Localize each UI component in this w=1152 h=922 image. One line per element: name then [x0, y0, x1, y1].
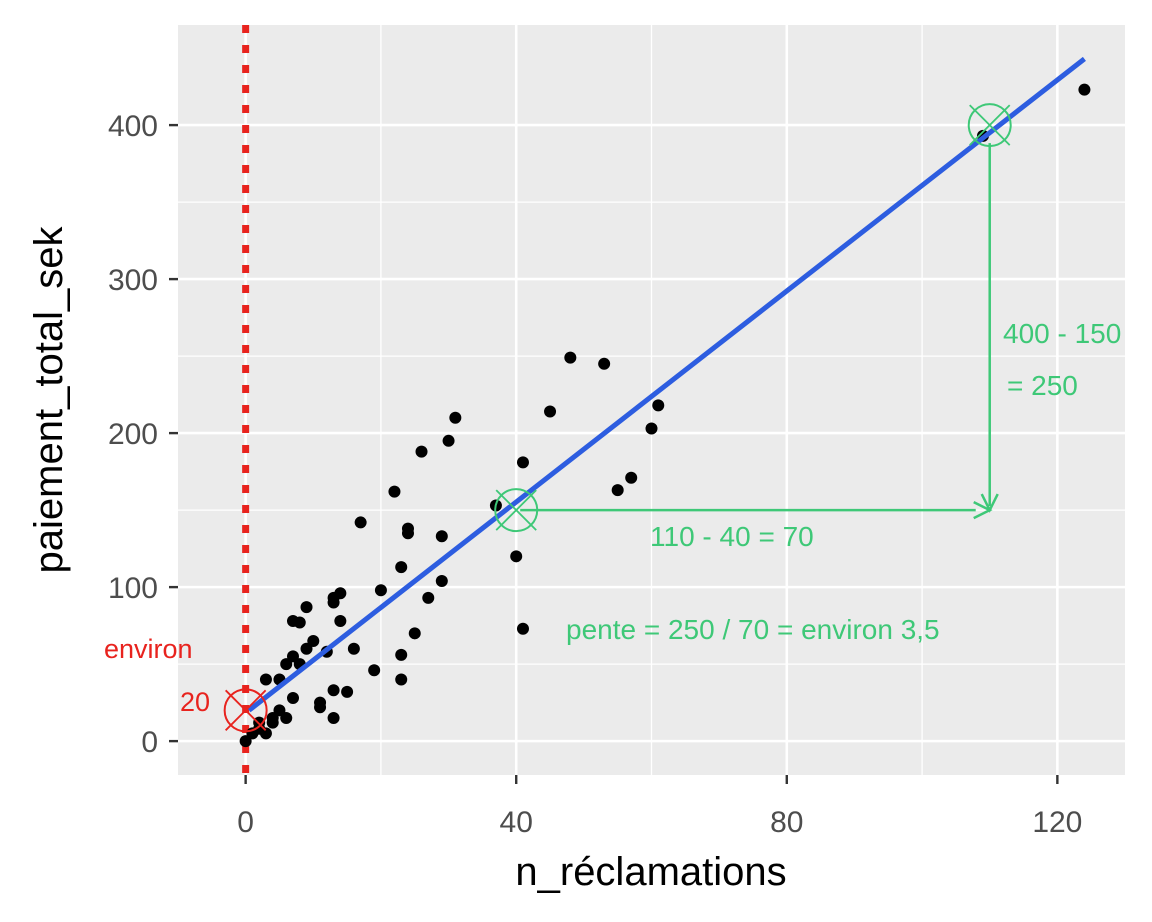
delta-x-label: 110 - 40 = 70	[650, 521, 814, 552]
data-point	[435, 530, 448, 543]
x-tick-label: 120	[1032, 806, 1082, 839]
data-point	[300, 601, 313, 614]
x-axis-title: n_réclamations	[515, 850, 786, 894]
x-axis-tick-labels: 0 40 80 120	[237, 806, 1082, 839]
data-point	[300, 642, 313, 655]
y-axis-ticks	[169, 123, 178, 743]
intercept-annotations: environ 20	[104, 634, 268, 733]
regression-line	[247, 56, 1086, 713]
marker-ring	[494, 488, 539, 533]
intercept-label-line2: 20	[180, 687, 210, 717]
data-point	[273, 704, 286, 717]
data-point	[408, 627, 421, 640]
y-tick-label: 100	[108, 572, 158, 605]
data-point	[401, 522, 414, 535]
data-point	[395, 648, 408, 661]
data-point	[374, 584, 387, 597]
data-point	[564, 351, 577, 364]
data-point	[334, 614, 347, 627]
data-point	[293, 616, 306, 629]
marker-ring	[967, 103, 1012, 148]
y-axis-title: paiement_total_sek	[27, 226, 71, 574]
x-axis-ticks	[244, 775, 1059, 784]
y-tick-label: 300	[108, 264, 158, 297]
data-point	[259, 727, 272, 740]
data-point	[544, 405, 557, 418]
data-point	[280, 658, 293, 671]
y-tick-label: 200	[108, 418, 158, 451]
y-tick-label: 0	[141, 726, 158, 759]
data-point	[1078, 83, 1091, 96]
x-tick-label: 0	[237, 806, 254, 839]
data-point	[449, 411, 462, 424]
data-point	[266, 712, 279, 725]
data-point	[422, 591, 435, 604]
data-point	[388, 485, 401, 498]
data-point	[442, 434, 455, 447]
data-point	[341, 685, 354, 698]
minor-gridlines	[178, 25, 1125, 775]
data-point	[415, 445, 428, 458]
intercept-label-line1: environ	[104, 634, 193, 664]
point-marker-40-150	[494, 488, 539, 533]
data-point	[327, 684, 340, 697]
data-point	[611, 484, 624, 497]
data-point	[598, 357, 611, 370]
data-point	[347, 642, 360, 655]
x-tick-label: 80	[770, 806, 803, 839]
y-tick-label: 400	[108, 110, 158, 143]
marker-ring	[223, 688, 268, 733]
data-point	[395, 561, 408, 574]
data-point	[354, 516, 367, 529]
data-point	[280, 712, 293, 725]
data-point	[286, 691, 299, 704]
x-tick-label: 40	[500, 806, 533, 839]
data-point	[307, 635, 320, 648]
slope-annotations: 110 - 40 = 70 400 - 150 = 250 pente = 25…	[494, 103, 1121, 645]
marker-cross-line	[495, 489, 537, 531]
data-point	[239, 735, 252, 748]
scatter-points	[239, 83, 1091, 748]
delta-y-label-line2: = 250	[1007, 370, 1078, 401]
y-axis-tick-labels: 0 100 200 300 400	[108, 110, 158, 759]
data-point	[510, 550, 523, 563]
data-point	[435, 574, 448, 587]
data-point	[516, 622, 529, 635]
data-point	[368, 664, 381, 677]
delta-y-label-line1: 400 - 150	[1003, 318, 1121, 349]
delta-y-arrowhead	[980, 493, 999, 513]
intercept-marker	[223, 688, 268, 733]
data-point	[652, 399, 665, 412]
data-point	[516, 456, 529, 469]
point-marker-110-400	[967, 103, 1012, 148]
data-point	[625, 471, 638, 484]
marker-cross-line	[969, 104, 1011, 146]
slope-label: pente = 250 / 70 = environ 3,5	[566, 614, 940, 645]
data-point	[327, 712, 340, 725]
marker-cross-line	[225, 689, 267, 731]
data-point	[645, 422, 658, 435]
data-point	[395, 673, 408, 686]
data-point	[334, 587, 347, 600]
data-point	[314, 696, 327, 709]
data-point	[286, 650, 299, 663]
data-point	[259, 673, 272, 686]
